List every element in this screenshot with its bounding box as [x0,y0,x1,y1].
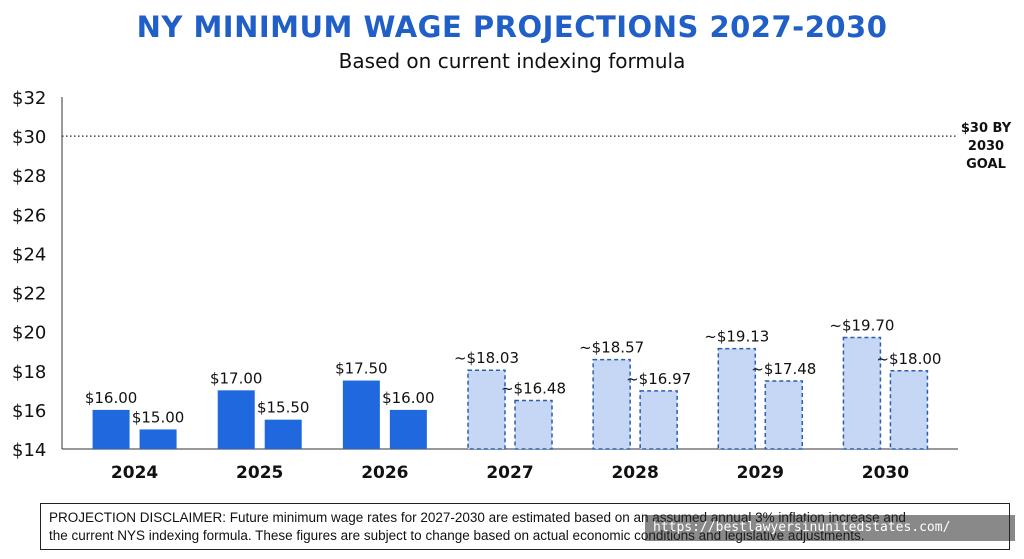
x-tick-label: 2030 [862,463,909,483]
bar-value-label: $15.50 [257,399,310,417]
goal-label: GOAL [966,157,1006,172]
y-tick-label: $32 [12,88,46,109]
x-tick-label: 2028 [611,463,658,483]
y-tick-label: $20 [12,323,46,344]
y-tick-label: $26 [12,205,46,226]
projected-bar [592,358,631,450]
bar-value-label: ~$18.57 [579,339,644,357]
actual-bar [342,380,380,449]
url-watermark: https://bestlawyersinunitedstates.com/ [645,515,1015,541]
y-tick-label: $14 [12,440,46,461]
y-tick-label: $24 [12,244,46,265]
y-tick-label: $28 [12,166,46,187]
projected-bar [639,390,678,450]
bar-value-label: $17.50 [335,360,388,378]
x-tick-label: 2024 [111,463,158,483]
bar-value-label: ~$18.03 [454,349,519,367]
projected-bar [764,380,804,450]
chart-title: NY MINIMUM WAGE PROJECTIONS 2027-2030 [136,10,888,44]
bar-value-label: $16.00 [382,389,435,407]
actual-bar [92,409,130,449]
x-tick-label: 2026 [361,463,408,483]
chart-subtitle: Based on current indexing formula [338,49,686,73]
bar-value-label: $17.00 [210,369,263,387]
bar-value-label: ~$17.48 [751,360,816,378]
bar-value-label: ~$19.13 [704,328,769,346]
actual-bar [139,429,177,449]
projected-bar [842,336,882,450]
bar-value-label: ~$19.70 [829,317,894,335]
goal-label: 2030 [968,139,1004,154]
actual-bar [217,390,255,449]
bar-value-label: ~$18.00 [876,350,941,368]
projected-bar [467,369,506,450]
projected-bar [889,370,929,450]
projected-bar [717,347,757,450]
goal-label: $30 BY [961,121,1012,136]
y-tick-label: $22 [12,284,46,305]
bar-value-label: $16.00 [85,389,138,407]
bar-value-label: $15.00 [132,408,185,426]
bar-value-label: ~$16.48 [501,380,566,398]
y-tick-label: $18 [12,362,46,383]
actual-bar [264,419,302,449]
actual-bar [389,409,427,449]
x-tick-label: 2025 [236,463,283,483]
bar-chart: $14 $16 $18 $20 $22 $24 $26 $28 $30 $32 $30 BY 2030… [12,88,1012,483]
projected-bar [514,399,553,450]
bar-value-label: ~$16.97 [626,370,691,388]
y-tick-label: $30 [12,127,46,148]
x-tick-label: 2027 [486,463,533,483]
y-tick-label: $16 [12,401,46,422]
x-tick-label: 2029 [737,463,784,483]
